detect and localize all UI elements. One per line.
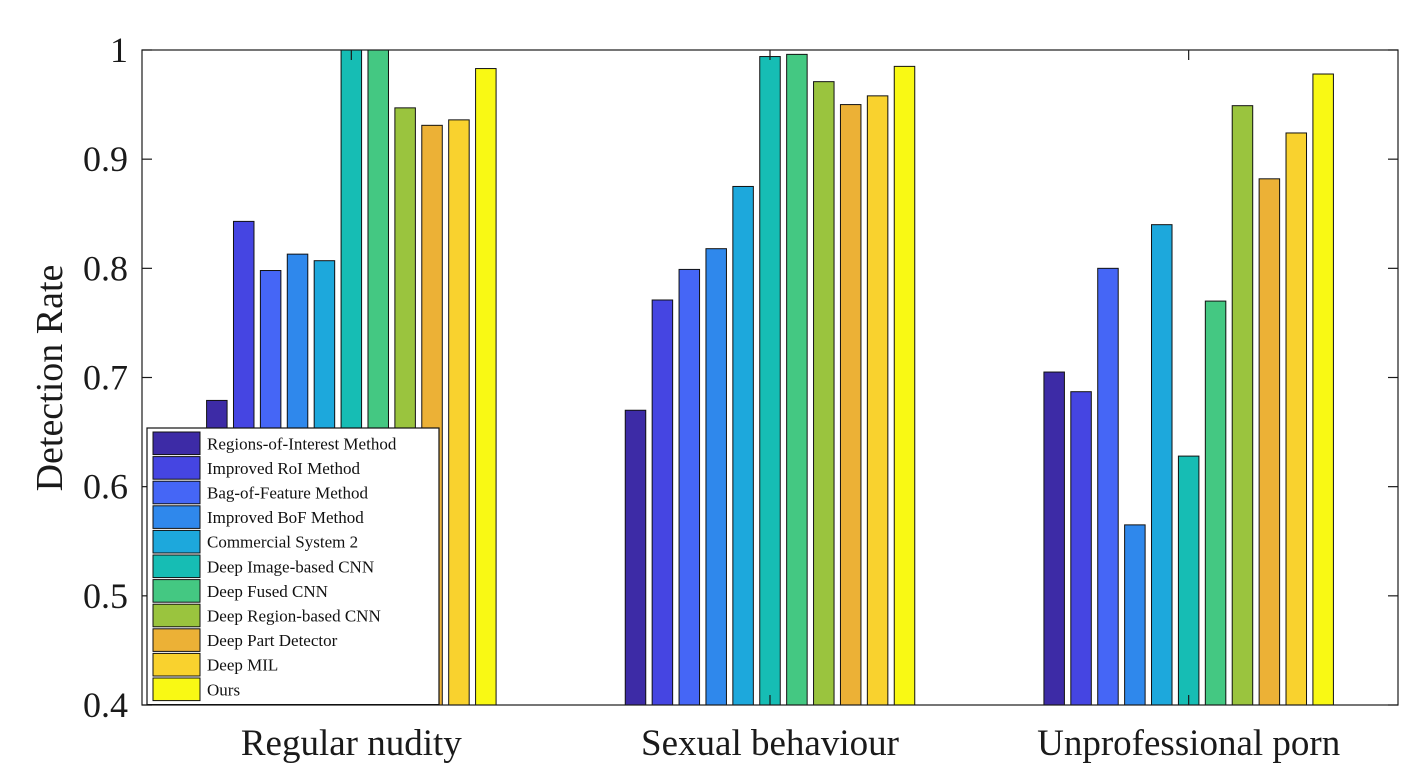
y-tick-label: 0.9 [83,139,128,179]
legend-swatch [152,480,201,505]
y-tick-label: 0.5 [83,576,128,616]
legend-entry: Deep Fused CNN [207,582,328,601]
x-axis: Regular nudity Sexual behaviour Unprofessi… [241,50,1340,764]
bar [1177,455,1200,706]
y-tick-label: 0.4 [83,685,128,725]
legend-swatch [152,505,201,529]
bar [475,68,497,706]
bar [1043,371,1065,706]
y-tick-label: 0.6 [83,467,128,507]
y-tick-label: 0.7 [83,358,128,398]
bar [786,53,808,706]
legend-entry: Ours [207,680,240,699]
x-tick-label: Regular nudity [241,723,462,764]
legend-swatch [152,456,201,480]
bar [1285,132,1308,706]
bar [893,65,916,706]
legend-entry: Deep MIL [207,656,278,675]
bar [678,268,701,706]
x-tick-label: Sexual behaviour [641,723,899,764]
legend: Regions-of-Interest Method Improved RoI M… [146,427,440,706]
legend-swatch [152,554,201,579]
bar [1097,267,1119,706]
bar [1124,524,1146,706]
legend-swatch [152,677,201,702]
legend-entry: Improved RoI Method [207,459,360,478]
x-tick-label: Unprofessional porn [1037,723,1340,764]
legend-swatch [152,529,201,554]
legend-swatch [152,652,201,677]
bar [1312,73,1334,706]
bar [1151,224,1173,706]
legend-swatch [152,579,201,603]
y-axis: 0.4 0.5 0.6 0.7 0.8 0.9 1 [83,30,1398,725]
bar [1231,105,1254,706]
bar [624,409,647,706]
legend-entry: Commercial System 2 [207,533,358,552]
bar [866,95,889,706]
bar [651,299,674,706]
y-axis-title: Detection Rate [29,265,71,492]
y-tick-label: 0.8 [83,248,128,288]
bar [839,104,862,706]
bar [448,119,470,706]
legend-entry: Improved BoF Method [207,508,364,527]
legend-entry: Deep Part Detector [207,631,338,650]
bar [732,185,754,706]
bar [1070,391,1092,706]
legend-entry: Regions-of-Interest Method [207,434,397,453]
legend-swatch [152,628,201,652]
legend-entry: Bag-of-Feature Method [207,484,368,503]
y-tick-label: 1 [110,30,128,70]
legend-entry: Deep Region-based CNN [207,607,381,626]
legend-swatch [152,603,201,628]
bar [1204,300,1227,706]
legend-entry: Deep Image-based CNN [207,557,374,576]
bar [705,248,727,706]
legend-swatch [152,431,201,456]
bar [1258,178,1281,706]
bar [759,56,781,706]
bar [813,81,835,706]
